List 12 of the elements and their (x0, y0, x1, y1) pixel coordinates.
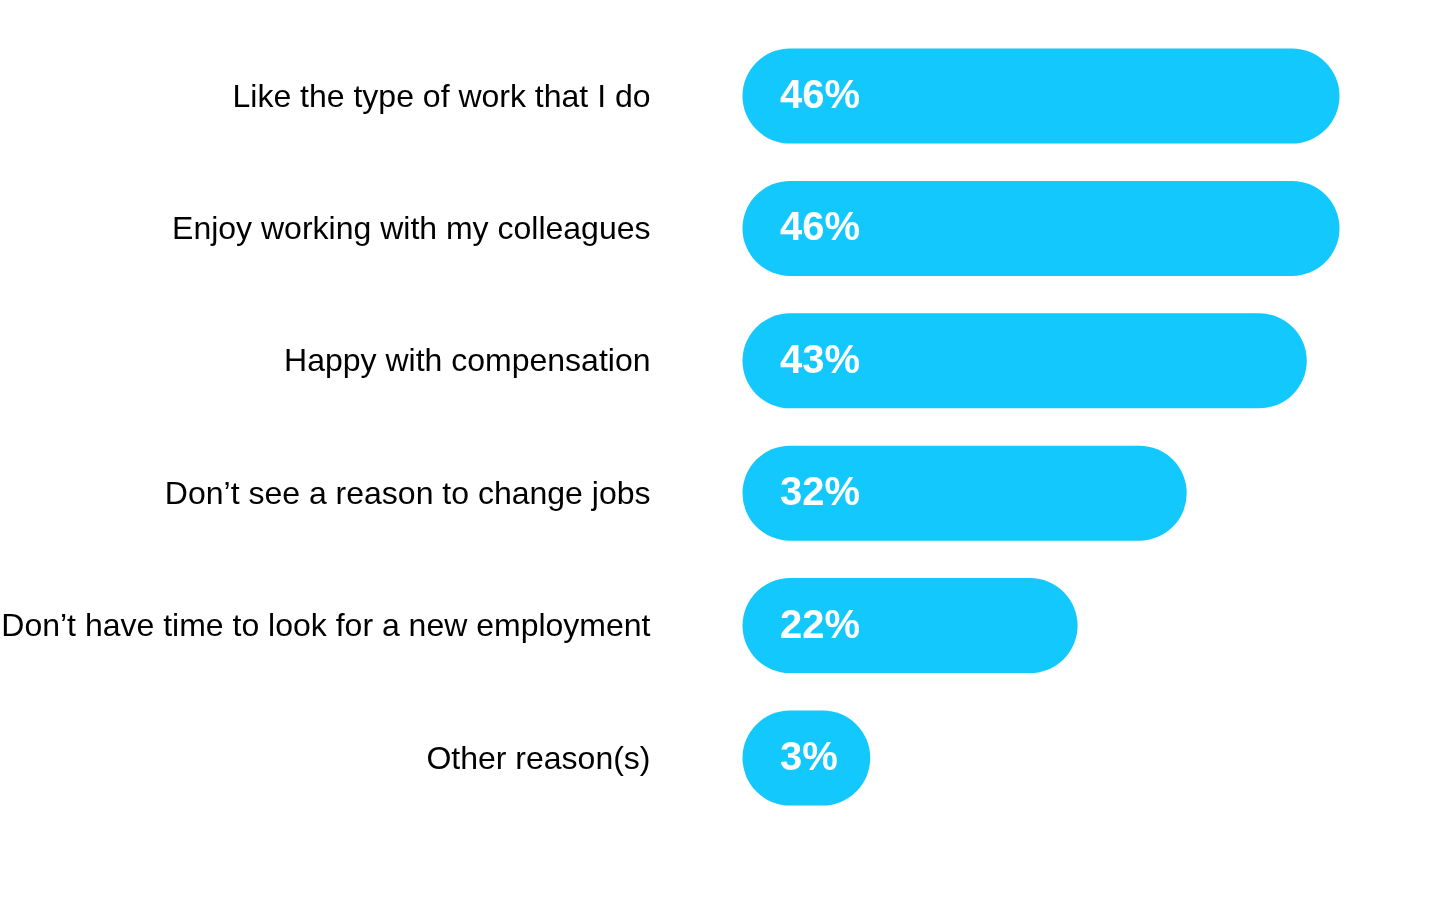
data-label: 3% (780, 734, 838, 778)
data-label: 32% (780, 469, 861, 514)
y-tick-label: Don’t have time to look for a new employment (1, 607, 651, 644)
data-label: 46% (780, 204, 861, 249)
data-label: 46% (780, 72, 861, 116)
y-tick-label: Don’t see a reason to change jobs (164, 474, 651, 511)
data-label: 43% (780, 336, 861, 381)
y-tick-label: Happy with compensation (284, 342, 651, 379)
data-label: 22% (780, 601, 861, 646)
y-tick-label: Enjoy working with my colleagues (172, 209, 651, 246)
y-tick-label: Other reason(s) (426, 739, 651, 776)
y-tick-label: Like the type of work that I do (232, 77, 651, 114)
